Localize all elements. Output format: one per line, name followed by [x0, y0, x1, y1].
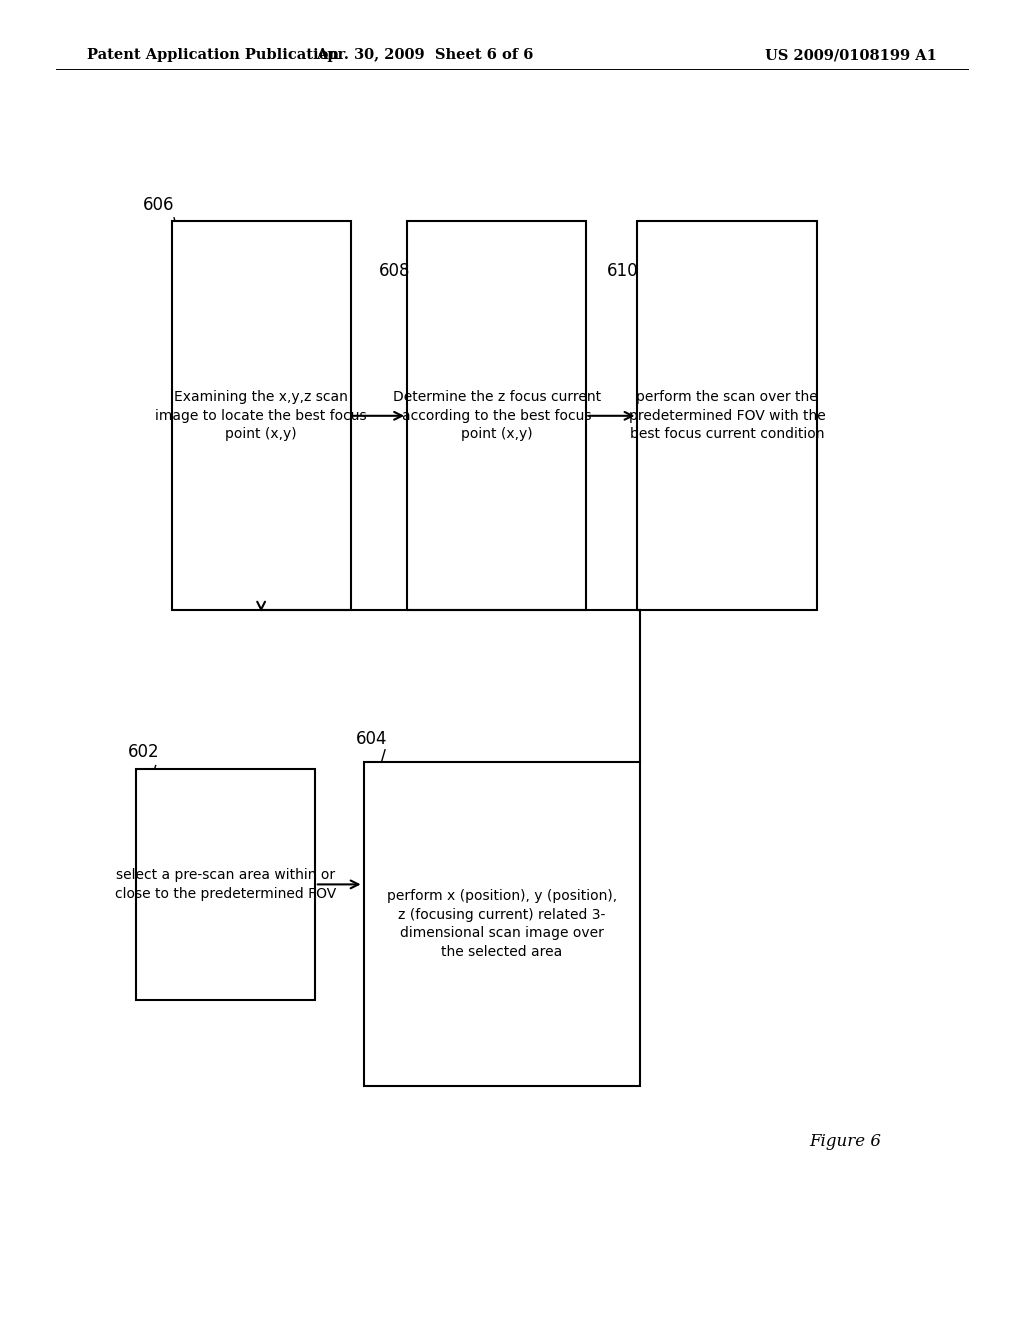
Bar: [407, 220, 586, 610]
Text: select a pre-scan area within or
close to the predetermined FOV: select a pre-scan area within or close t…: [115, 869, 336, 900]
Bar: [364, 763, 640, 1085]
Text: US 2009/0108199 A1: US 2009/0108199 A1: [765, 49, 937, 62]
Text: perform x (position), y (position),
z (focusing current) related 3-
dimensional : perform x (position), y (position), z (f…: [387, 890, 616, 958]
Text: Figure 6: Figure 6: [809, 1134, 881, 1150]
Text: Apr. 30, 2009  Sheet 6 of 6: Apr. 30, 2009 Sheet 6 of 6: [316, 49, 534, 62]
Text: 608: 608: [379, 261, 410, 280]
Text: 602: 602: [128, 743, 159, 762]
Text: perform the scan over the
predetermined FOV with the
best focus current conditio: perform the scan over the predetermined …: [629, 391, 825, 441]
Text: Patent Application Publication: Patent Application Publication: [87, 49, 339, 62]
Bar: [135, 768, 315, 1001]
Bar: [172, 220, 350, 610]
Text: Determine the z focus current
according to the best focus
point (x,y): Determine the z focus current according …: [392, 391, 601, 441]
Text: 606: 606: [143, 195, 174, 214]
Bar: [637, 220, 816, 610]
Text: 610: 610: [607, 261, 638, 280]
Text: 604: 604: [356, 730, 387, 748]
Text: Examining the x,y,z scan
image to locate the best focus
point (x,y): Examining the x,y,z scan image to locate…: [156, 391, 367, 441]
